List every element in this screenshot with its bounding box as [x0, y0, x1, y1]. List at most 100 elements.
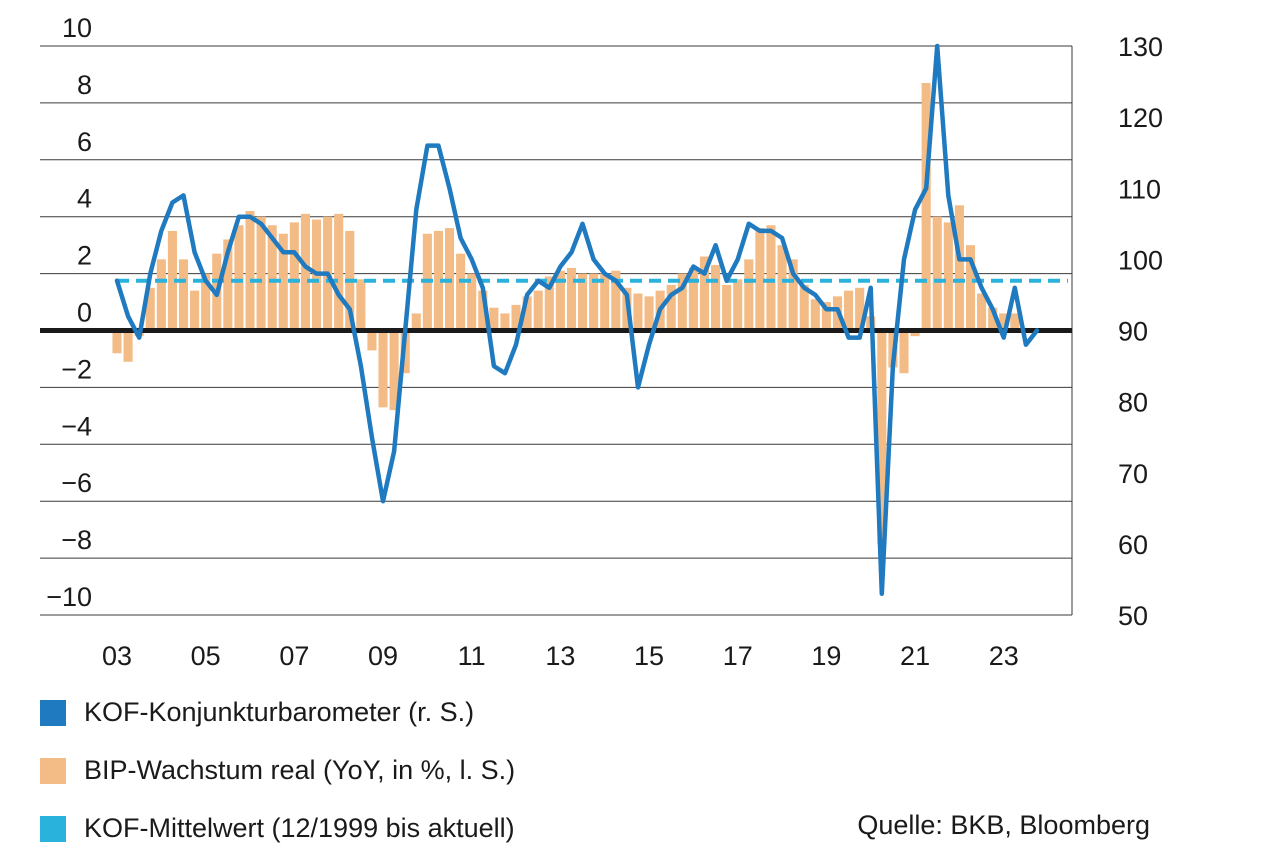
y-right-tick-label: 60 [1118, 530, 1148, 560]
gdp-bars [112, 82, 1020, 544]
y-left-tick-label: 4 [77, 184, 92, 214]
legend-item-gdp: BIP-Wachstum real (YoY, in %, l. S.) [40, 755, 515, 786]
gdp-bar [356, 279, 366, 331]
gdp-bar [578, 273, 588, 331]
x-tick-label: 07 [279, 641, 309, 671]
gdp-bar [666, 284, 676, 331]
y-right-tick-label: 90 [1118, 317, 1148, 347]
y-right-tick-label: 50 [1118, 601, 1148, 631]
gdp-bar [799, 284, 809, 331]
gdp-bar [644, 296, 654, 331]
source-note: Quelle: BKB, Bloomberg [857, 810, 1150, 840]
gdp-bar [544, 276, 554, 331]
legend-item-kof: KOF-Konjunkturbarometer (r. S.) [40, 697, 474, 728]
chart: 10 8 6 4 2 0 −2 −4 −6 −8 −10 130 120 110 100 90 80 70 60 5… [40, 13, 1163, 671]
gdp-bar [411, 313, 421, 331]
y-left-tick-label: −6 [61, 468, 92, 498]
gdp-bar [733, 279, 743, 331]
gdp-bar [533, 290, 543, 331]
x-tick-label: 09 [368, 641, 398, 671]
gdp-bar [988, 307, 998, 331]
gdp-bar [954, 205, 964, 331]
y-right-tick-label: 120 [1118, 103, 1163, 133]
y-left-tick-label: 2 [77, 241, 92, 271]
gdp-bar [256, 216, 266, 331]
legend-swatch-mean [40, 815, 66, 842]
gdp-bar [722, 284, 732, 331]
gdp-bar [334, 213, 344, 331]
gdp-bar [943, 222, 953, 331]
gdp-bar [522, 296, 532, 331]
gdp-bar [223, 239, 233, 331]
gdp-bar [600, 273, 610, 331]
gdp-bar [766, 225, 776, 331]
legend-item-mean: KOF-Mittelwert (12/1999 bis aktuell) [40, 813, 515, 844]
y-left-tick-label: 10 [62, 13, 92, 43]
x-tick-label: 21 [900, 641, 930, 671]
gdp-bar [156, 259, 166, 331]
x-tick-label: 05 [191, 641, 221, 671]
x-axis: 03 05 07 09 11 13 15 17 19 21 23 [102, 641, 1019, 671]
legend-label-kof: KOF-Konjunkturbarometer (r. S.) [84, 697, 475, 727]
kof-line [114, 43, 1040, 596]
gdp-bar [511, 304, 521, 331]
gdp-bar [167, 230, 177, 331]
y-right-tick-label: 110 [1118, 174, 1161, 204]
gdp-bar [611, 270, 621, 331]
gdp-bar [589, 273, 599, 331]
y-right-tick-label: 70 [1118, 459, 1148, 489]
x-tick-label: 17 [723, 641, 753, 671]
y-left-tick-label: 0 [77, 298, 92, 328]
gdp-bar [877, 330, 887, 544]
gdp-bar [278, 233, 288, 331]
gdp-bar [245, 211, 255, 331]
gdp-bar [965, 245, 976, 331]
gdp-bar [711, 265, 721, 331]
legend-label-gdp: BIP-Wachstum real (YoY, in %, l. S.) [84, 755, 516, 785]
x-tick-label: 19 [811, 641, 841, 671]
gdp-bar [777, 245, 787, 331]
gdp-bar [112, 330, 122, 354]
kof-series-line [114, 43, 1040, 596]
gdp-bar [921, 82, 931, 331]
y-left-tick-label: 6 [77, 127, 92, 157]
gdp-bar [677, 273, 687, 331]
x-tick-label: 23 [989, 641, 1019, 671]
gdp-bar [267, 225, 277, 331]
y-left-tick-label: −10 [46, 582, 92, 612]
gdp-bar [1010, 313, 1020, 331]
gdp-bar [755, 228, 765, 331]
gdp-bar [190, 290, 200, 331]
y-left-tick-label: −2 [61, 354, 92, 384]
gdp-bar [467, 273, 477, 331]
y-left-tick-label: −8 [61, 525, 92, 555]
gdp-bar [500, 313, 510, 331]
gdp-bar [178, 259, 189, 331]
gdp-bar [688, 267, 698, 331]
gdp-bar [910, 330, 920, 337]
gdp-bar [855, 287, 865, 331]
y-right-tick-label: 100 [1118, 245, 1163, 275]
legend-swatch-gdp [40, 757, 66, 784]
x-tick-label: 15 [634, 641, 664, 671]
gdp-bar [289, 222, 299, 331]
x-tick-label: 03 [102, 641, 132, 671]
y-right-tick-label: 130 [1118, 32, 1163, 62]
legend-swatch-kof [40, 699, 66, 726]
gdp-bar [201, 273, 211, 331]
gdp-bar [744, 259, 754, 331]
gdp-bar [489, 307, 499, 331]
y-left-tick-label: −4 [61, 411, 92, 441]
gdp-bar [234, 225, 244, 331]
gdp-bar [932, 216, 942, 331]
y-axis-left: 10 8 6 4 2 0 −2 −4 −6 −8 −10 [46, 13, 92, 612]
gdp-bar [555, 270, 565, 331]
x-tick-label: 11 [458, 641, 486, 671]
gdp-bar [999, 313, 1009, 331]
gdp-bar [633, 293, 643, 331]
gdp-bar [456, 253, 466, 331]
gdp-bar [433, 230, 443, 331]
gdp-bar [378, 330, 388, 408]
gdp-bar [566, 267, 576, 331]
gdp-bar [810, 299, 820, 331]
